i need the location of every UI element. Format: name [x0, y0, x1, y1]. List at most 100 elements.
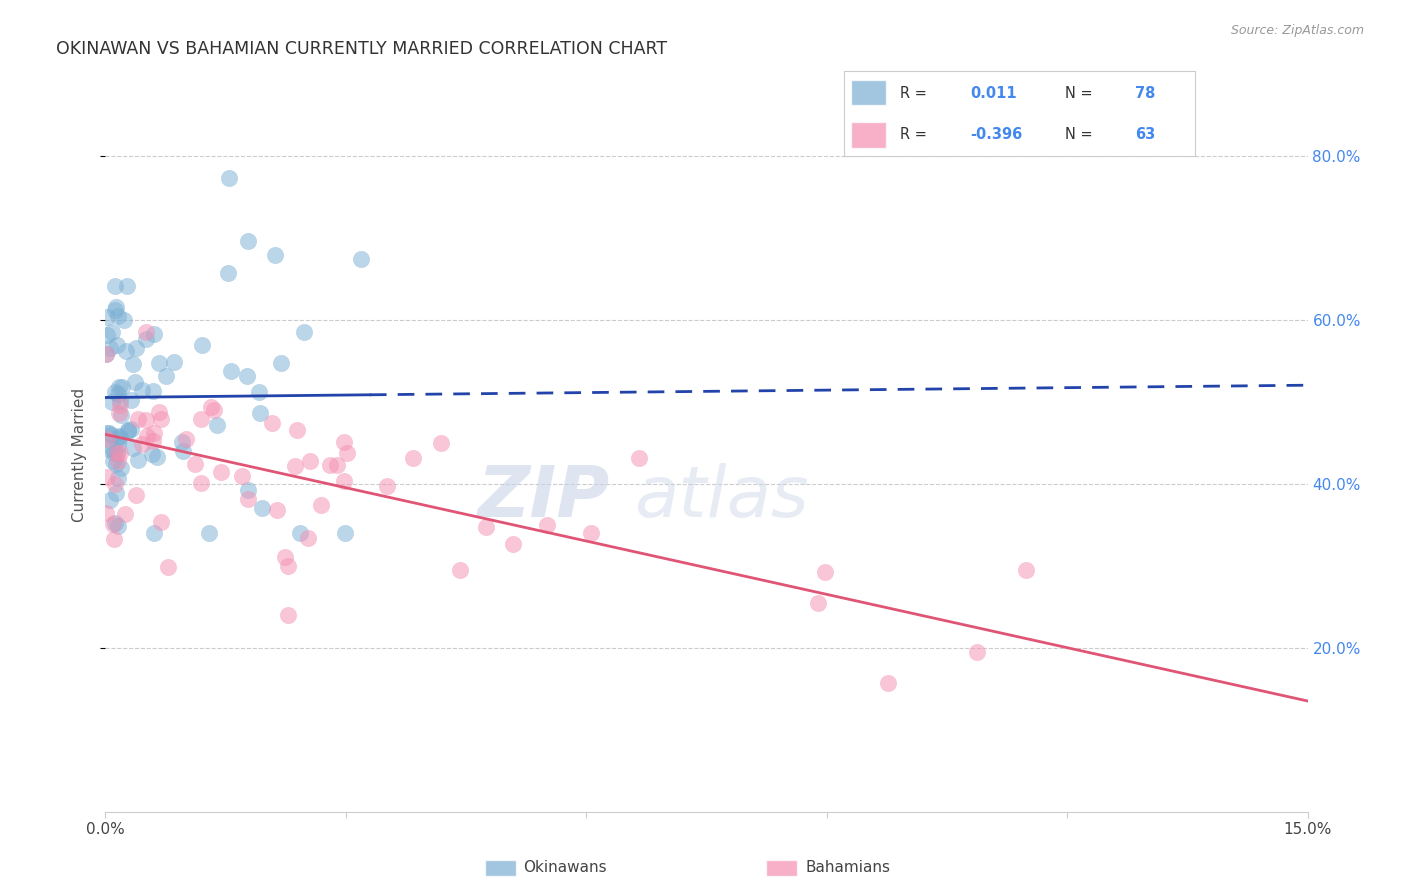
Point: [297, 531, 319, 545]
Text: Okinawans: Okinawans: [523, 861, 606, 875]
Point: [218, 171, 240, 186]
Point: [170, 435, 193, 450]
Text: Source: ZipAtlas.com: Source: ZipAtlas.com: [1230, 24, 1364, 37]
Point: [108, 406, 131, 420]
Point: [135, 332, 157, 346]
Point: [127, 412, 149, 426]
Point: [107, 438, 129, 452]
Point: [110, 394, 132, 409]
Point: [96, 506, 118, 520]
Point: [145, 450, 167, 464]
Point: [125, 341, 148, 355]
Point: [136, 429, 159, 443]
Point: [105, 300, 128, 314]
Point: [190, 475, 212, 490]
Point: [98, 493, 121, 508]
Point: [124, 375, 146, 389]
Point: [142, 384, 165, 399]
Text: N =: N =: [1066, 127, 1097, 142]
Point: [581, 526, 603, 541]
Point: [149, 515, 172, 529]
Text: ZIP: ZIP: [478, 463, 610, 533]
Point: [333, 435, 356, 450]
Point: [110, 409, 132, 423]
Text: OKINAWAN VS BAHAMIAN CURRENTLY MARRIED CORRELATION CHART: OKINAWAN VS BAHAMIAN CURRENTLY MARRIED C…: [56, 40, 668, 58]
Point: [205, 418, 228, 433]
Point: [155, 368, 177, 383]
Point: [349, 252, 371, 266]
Point: [96, 426, 118, 441]
Point: [100, 441, 122, 455]
Point: [401, 450, 423, 465]
Point: [108, 429, 131, 443]
Point: [101, 395, 124, 409]
Point: [105, 446, 128, 460]
Point: [131, 384, 153, 398]
Point: [104, 279, 127, 293]
Point: [96, 328, 118, 343]
Point: [107, 387, 129, 401]
Point: [277, 559, 299, 574]
Point: [97, 442, 120, 456]
Point: [876, 676, 898, 690]
Point: [219, 364, 242, 378]
Point: [274, 550, 297, 565]
Point: [148, 404, 170, 418]
Point: [191, 338, 214, 352]
Point: [115, 279, 138, 293]
Point: [298, 454, 321, 468]
Point: [110, 461, 132, 475]
Point: [288, 525, 311, 540]
Point: [249, 406, 271, 420]
Point: [111, 380, 134, 394]
Point: [104, 477, 127, 491]
Point: [103, 303, 125, 318]
Point: [104, 516, 127, 530]
Point: [135, 413, 157, 427]
Point: [107, 470, 129, 484]
Point: [236, 491, 259, 506]
Point: [101, 454, 124, 468]
Point: [814, 565, 837, 579]
Point: [217, 266, 239, 280]
Point: [292, 326, 315, 340]
Point: [108, 380, 131, 394]
Point: [114, 343, 136, 358]
Point: [235, 368, 257, 383]
Point: [103, 532, 125, 546]
FancyBboxPatch shape: [851, 80, 886, 105]
Text: -0.396: -0.396: [970, 127, 1022, 142]
Point: [110, 398, 132, 412]
Point: [197, 525, 219, 540]
Point: [98, 425, 121, 440]
Point: [190, 412, 212, 426]
Text: Bahamians: Bahamians: [806, 861, 890, 875]
Point: [807, 595, 830, 609]
Point: [141, 447, 163, 461]
Point: [120, 392, 142, 407]
Text: N =: N =: [1066, 86, 1097, 101]
Point: [101, 325, 124, 339]
Text: 78: 78: [1135, 86, 1156, 101]
Point: [96, 347, 118, 361]
Point: [200, 400, 222, 414]
Point: [142, 434, 165, 448]
Text: atlas: atlas: [634, 463, 808, 533]
Point: [107, 309, 129, 323]
Point: [287, 423, 309, 437]
Point: [98, 341, 121, 355]
Point: [236, 234, 259, 248]
Point: [966, 645, 988, 659]
Point: [270, 356, 292, 370]
Point: [108, 446, 131, 460]
Point: [430, 436, 453, 450]
Point: [231, 469, 253, 483]
Point: [107, 519, 129, 533]
Point: [284, 459, 307, 474]
Point: [103, 446, 125, 460]
Point: [333, 474, 356, 488]
Y-axis label: Currently Married: Currently Married: [72, 388, 87, 522]
Point: [250, 500, 273, 515]
Point: [1014, 564, 1036, 578]
Point: [536, 517, 558, 532]
